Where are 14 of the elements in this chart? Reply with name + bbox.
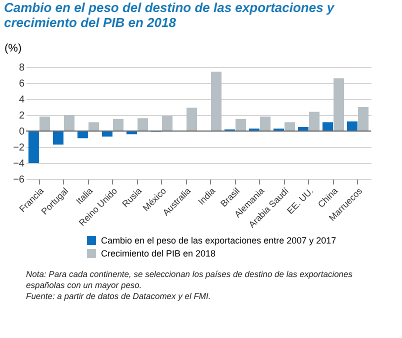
y-tick-label: −6 bbox=[13, 174, 25, 186]
y-tick-label: −2 bbox=[13, 142, 25, 154]
y-tick-label: 4 bbox=[18, 94, 25, 106]
y-tick-label: −4 bbox=[13, 158, 25, 170]
y-tick-label: 8 bbox=[18, 62, 25, 74]
y-tick-label: 0 bbox=[18, 126, 25, 138]
y-tick-label: 6 bbox=[18, 78, 25, 90]
y-tick-label: 2 bbox=[18, 110, 25, 122]
legend-label: Crecimiento del PIB en 2018 bbox=[101, 248, 216, 258]
y-axis-title: (%) bbox=[4, 42, 22, 54]
source-note: Fuente: a partir de datos de Datacomex y el FMI. bbox=[26, 291, 211, 301]
chart-title: Cambio en el peso del destino de las exportaciones y crecimiento del PIB en 2018 bbox=[4, 0, 335, 30]
legend-label: Cambio en el peso de las exportaciones entre 2007 y 2017 bbox=[101, 236, 336, 246]
text: Nota: Para cada continente, se seleccionan los países de destino de las exportaciones españolas con un mayor peso. bbox=[26, 269, 354, 290]
